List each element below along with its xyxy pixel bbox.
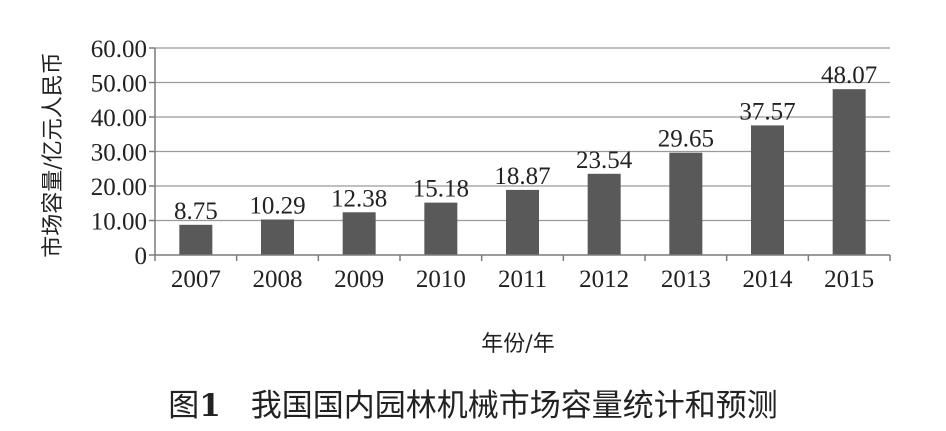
x-tick-label: 2008	[253, 266, 303, 293]
y-tick-label: 40.00	[91, 105, 147, 132]
x-tick-label: 2015	[824, 266, 874, 293]
bar-2007	[179, 224, 213, 255]
y-tick-label: 50.00	[91, 71, 147, 98]
data-label-2015: 48.07	[821, 62, 877, 89]
axes	[149, 47, 891, 261]
bar-2012	[587, 173, 621, 255]
y-tick-label: 10.00	[91, 209, 147, 236]
y-tick-label: 20.00	[91, 174, 147, 201]
x-tick-label: 2014	[743, 266, 794, 293]
data-labels: 8.75 10.29 12.38 15.18 18.87 23.54 29.65 37.57 4…	[174, 62, 877, 225]
y-tick-label: 30.00	[91, 140, 147, 167]
data-label-2009: 12.38	[331, 185, 387, 212]
bar-2013	[669, 152, 703, 255]
bar-2015	[832, 89, 866, 255]
bar-2014	[751, 125, 784, 255]
data-label-2012: 23.54	[576, 147, 633, 174]
caption-text: 我国国内园林机械市场容量统计和预测	[250, 388, 778, 424]
figure-number: 1	[199, 388, 221, 424]
data-label-2014: 37.57	[739, 98, 795, 125]
y-axis-title: 市场容量/亿元人民币	[41, 52, 66, 257]
y-tick-labels: 0 10.00 20.00 30.00 40.00 50.00 60.00	[91, 36, 147, 270]
bar-2010	[424, 202, 458, 255]
x-tick-label: 2013	[661, 266, 711, 293]
x-tick-label: 2012	[579, 266, 629, 293]
x-tick-label: 2010	[416, 266, 466, 293]
x-tick-label: 2011	[498, 266, 547, 293]
x-tick-label: 2009	[334, 266, 384, 293]
x-axis-title: 年份/年	[481, 332, 554, 357]
data-label-2013: 29.65	[658, 126, 714, 153]
data-label-2007: 8.75	[174, 198, 218, 225]
data-label-2011: 18.87	[494, 163, 550, 190]
data-label-2008: 10.29	[249, 192, 305, 219]
bar-2011	[506, 189, 539, 255]
y-tick-label: 0	[135, 243, 148, 270]
y-tick-label: 60.00	[91, 36, 147, 63]
figure-caption: 图1 我国国内园林机械市场容量统计和预测	[0, 380, 946, 425]
x-tick-labels: 2007 2008 2009 2010 2011 2012 2013 2014 2015	[171, 266, 874, 293]
bar-2009	[342, 212, 376, 255]
bars	[179, 89, 866, 255]
x-tick-label: 2007	[171, 266, 221, 293]
data-label-2010: 15.18	[413, 176, 469, 203]
figure-label: 图	[168, 388, 200, 424]
bar-2008	[261, 219, 294, 255]
